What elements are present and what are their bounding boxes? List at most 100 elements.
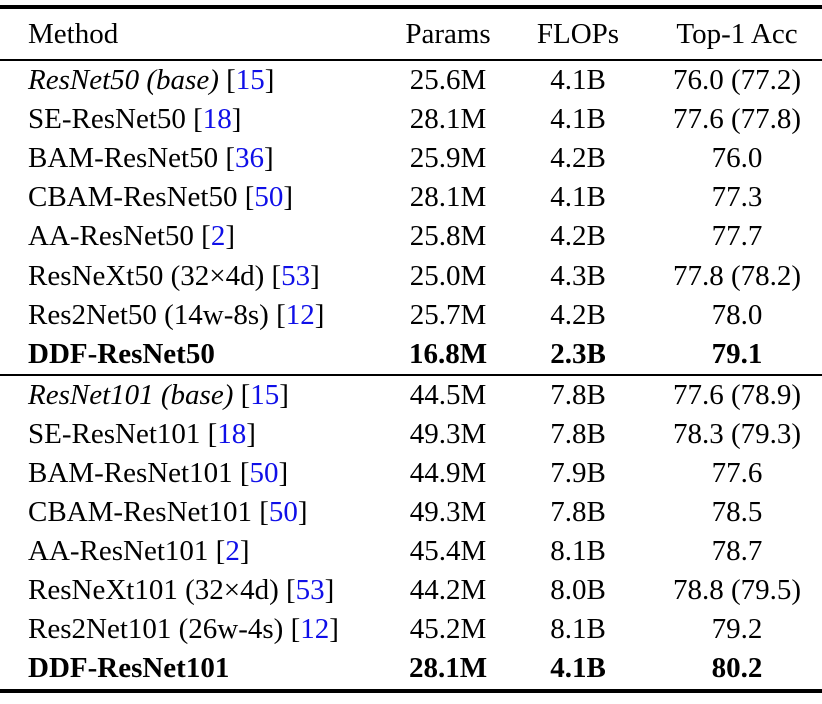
params-cell: 25.0M xyxy=(409,259,487,292)
table-group-resnet50: ResNet50 (base) [15] 25.6M 4.1B 76.0 (77.2)… xyxy=(0,61,822,374)
method-cell: SE-ResNet50 [18] xyxy=(0,103,392,136)
params-cell: 45.2M xyxy=(409,613,487,646)
group-divider-rule xyxy=(0,373,822,376)
top1-acc-cell: 78.5 xyxy=(711,496,763,529)
citation-bracket-open: [ xyxy=(225,142,236,175)
citation-bracket-open: [ xyxy=(215,535,226,568)
table-row: SE-ResNet101 [18] 49.3M 7.8B 78.3 (79.3) xyxy=(0,415,822,454)
top1-acc-cell: 77.7 xyxy=(711,220,763,253)
top1-acc-cell: 77.3 xyxy=(711,181,763,214)
citation-bracket-open: [ xyxy=(201,220,211,253)
method-name: SE-ResNet50 xyxy=(28,103,186,136)
params-cell: 44.9M xyxy=(409,456,487,489)
method-cell: ResNet101 (base) [15] xyxy=(0,379,392,412)
method-name: SE-ResNet101 xyxy=(28,417,201,450)
citation-link[interactable]: 18 xyxy=(217,417,247,450)
method-cell: CBAM-ResNet50 [50] xyxy=(0,181,392,214)
flops-cell: 4.2B xyxy=(550,220,606,253)
citation-link[interactable]: 50 xyxy=(254,181,284,214)
flops-cell: 7.9B xyxy=(550,456,606,489)
method-cell: CBAM-ResNet101 [50] xyxy=(0,496,392,529)
method-name: Res2Net101 (26w-4s) xyxy=(28,613,284,646)
top1-acc-cell: 78.3 (79.3) xyxy=(672,417,802,450)
citation-bracket-close: ] xyxy=(278,456,289,489)
params-cell: 44.5M xyxy=(409,378,487,411)
params-cell: 44.2M xyxy=(409,574,487,607)
flops-cell: 7.8B xyxy=(550,417,606,450)
table-row: Res2Net101 (26w-4s) [12] 45.2M 8.1B 79.2 xyxy=(0,610,822,649)
top1-acc-cell: 78.8 (79.5) xyxy=(672,574,802,607)
top1-acc-cell: 79.2 xyxy=(711,613,763,646)
method-cell: BAM-ResNet101 [50] xyxy=(0,457,392,490)
citation-link[interactable]: 18 xyxy=(202,103,232,136)
citation-bracket-open: [ xyxy=(276,298,286,331)
params-cell: 25.8M xyxy=(409,220,487,253)
params-cell: 49.3M xyxy=(409,417,487,450)
params-cell: 16.8M xyxy=(408,337,488,370)
method-cell: SE-ResNet101 [18] xyxy=(0,418,392,451)
citation-bracket-close: ] xyxy=(279,378,289,411)
citation-link[interactable]: 50 xyxy=(268,496,298,529)
citation-bracket-open: [ xyxy=(271,259,282,292)
citation-link[interactable]: 15 xyxy=(250,378,280,411)
flops-cell: 4.3B xyxy=(550,259,606,292)
citation-link[interactable]: 12 xyxy=(300,613,330,646)
citation-bracket-close: ] xyxy=(231,103,242,136)
flops-cell: 4.2B xyxy=(550,298,606,331)
citation-link[interactable]: 15 xyxy=(235,64,265,97)
citation-bracket-open: [ xyxy=(193,103,203,136)
top1-acc-cell: 78.7 xyxy=(711,535,763,568)
citation-bracket-open: [ xyxy=(207,417,218,450)
method-name: Res2Net50 (14w-8s) xyxy=(28,298,269,331)
table-row: DDF-ResNet101 28.1M 4.1B 80.2 xyxy=(0,649,822,688)
flops-cell: 8.0B xyxy=(550,574,606,607)
flops-cell: 4.1B xyxy=(550,103,606,136)
top1-acc-cell: 79.1 xyxy=(711,337,763,370)
column-header-flops: FLOPs xyxy=(536,17,620,50)
flops-cell: 8.1B xyxy=(550,535,606,568)
table-row: CBAM-ResNet101 [50] 49.3M 7.8B 78.5 xyxy=(0,493,822,532)
table-group-resnet101: ResNet101 (base) [15] 44.5M 7.8B 77.6 (78.9… xyxy=(0,376,822,689)
column-header-top1-acc: Top-1 Acc xyxy=(676,17,798,50)
params-cell: 28.1M xyxy=(408,652,488,685)
citation-link[interactable]: 50 xyxy=(249,456,279,489)
params-cell: 28.1M xyxy=(409,181,487,214)
citation-bracket-close: ] xyxy=(225,220,236,253)
citation-bracket-open: [ xyxy=(259,496,269,529)
params-cell: 25.6M xyxy=(409,64,487,97)
citation-bracket-close: ] xyxy=(297,496,308,529)
params-cell: 28.1M xyxy=(409,103,487,136)
method-name: DDF-ResNet50 xyxy=(28,337,215,370)
flops-cell: 8.1B xyxy=(550,613,606,646)
citation-link[interactable]: 53 xyxy=(281,259,311,292)
citation-bracket-close: ] xyxy=(239,535,250,568)
citation-link[interactable]: 2 xyxy=(225,535,240,568)
method-cell: ResNeXt101 (32×4d) [53] xyxy=(0,574,392,607)
method-name: DDF-ResNet101 xyxy=(28,652,230,685)
citation-link[interactable]: 2 xyxy=(210,220,226,253)
citation-link[interactable]: 53 xyxy=(295,574,325,607)
citation-link[interactable]: 12 xyxy=(285,298,315,331)
params-cell: 25.9M xyxy=(409,142,487,175)
column-header-params: Params xyxy=(405,17,491,50)
citation-bracket-open: [ xyxy=(240,378,251,411)
table-row: CBAM-ResNet50 [50] 28.1M 4.1B 77.3 xyxy=(0,178,822,217)
citation-bracket-open: [ xyxy=(226,64,236,97)
method-name: AA-ResNet50 xyxy=(28,220,194,253)
citation-link[interactable]: 36 xyxy=(235,142,265,175)
citation-bracket-close: ] xyxy=(283,181,294,214)
method-name: ResNet101 (base) xyxy=(28,378,234,411)
table-row: ResNeXt101 (32×4d) [53] 44.2M 8.0B 78.8 (79… xyxy=(0,571,822,610)
table-row: AA-ResNet50 [2] 25.8M 4.2B 77.7 xyxy=(0,217,822,256)
method-cell: AA-ResNet50 [2] xyxy=(0,220,392,253)
bottom-rule xyxy=(0,688,822,693)
flops-cell: 7.8B xyxy=(550,496,606,529)
flops-cell: 4.2B xyxy=(550,142,606,175)
citation-bracket-close: ] xyxy=(264,64,275,97)
method-cell: Res2Net101 (26w-4s) [12] xyxy=(0,613,392,646)
params-cell: 25.7M xyxy=(409,298,487,331)
table-row: Res2Net50 (14w-8s) [12] 25.7M 4.2B 78.0 xyxy=(0,296,822,335)
params-cell: 49.3M xyxy=(409,496,487,529)
top1-acc-cell: 76.0 (77.2) xyxy=(672,64,802,97)
